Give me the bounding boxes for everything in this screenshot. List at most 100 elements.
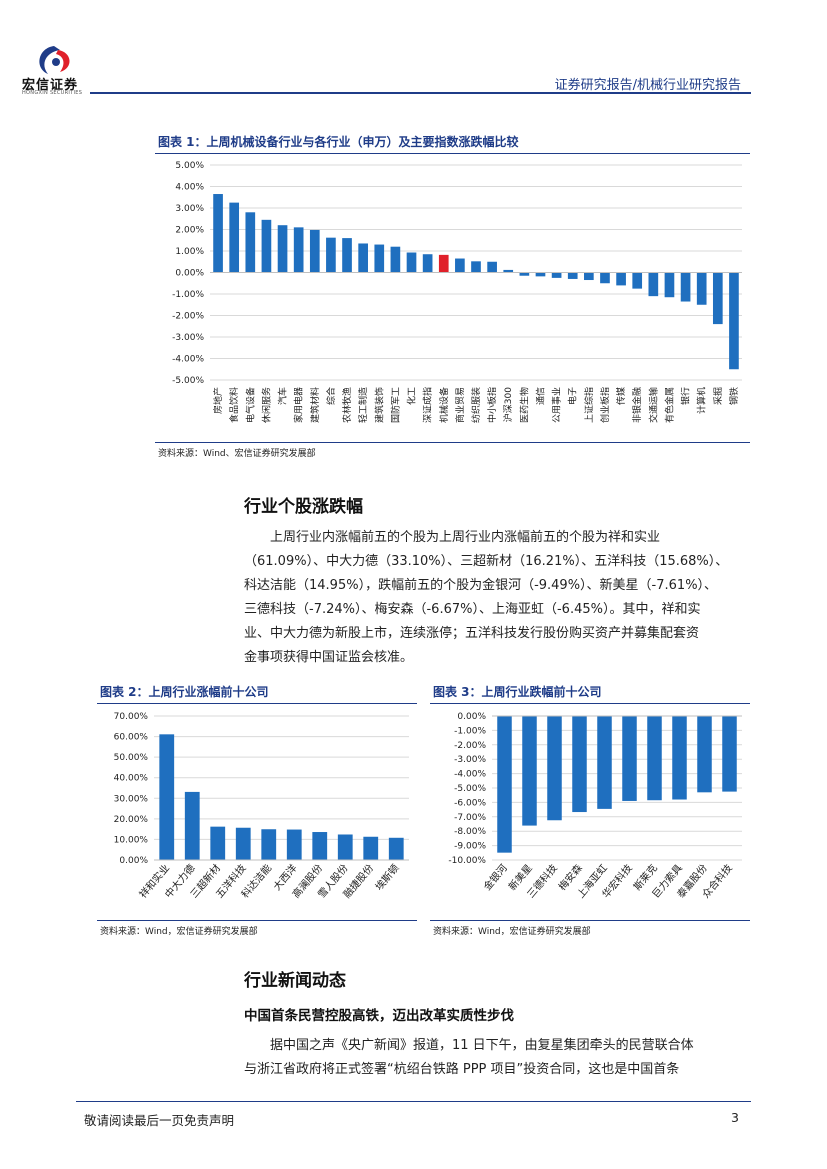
y-tick-label: -2.00% (454, 741, 486, 751)
x-category-label: 钢铁 (728, 387, 740, 405)
x-category-label: 纺织服装 (470, 387, 482, 423)
y-tick-label: 2.00% (175, 226, 204, 236)
x-category-label: 国防军工 (389, 387, 401, 423)
bar (455, 258, 465, 273)
bar (712, 272, 723, 325)
y-tick-label: 0.00% (457, 712, 486, 722)
y-tick-label: -3.00% (454, 755, 486, 765)
bar (363, 836, 379, 860)
page-number: 3 (731, 1110, 739, 1125)
company-logo (39, 46, 70, 74)
bar (337, 834, 353, 860)
figure3-title: 图表 3：上周行业跌幅前十公司 (433, 685, 602, 699)
bar (358, 243, 368, 273)
bar (697, 716, 712, 793)
y-tick-label: -9.00% (454, 842, 486, 852)
x-category-label: 深证成指 (422, 387, 434, 423)
bar (519, 272, 530, 276)
x-category-label: 埃斯顿 (372, 862, 401, 893)
bar (729, 272, 739, 370)
bar (600, 272, 610, 284)
x-category-label: 食品饮料 (228, 387, 240, 423)
x-category-label: 有色金属 (663, 387, 675, 423)
x-category-label: 电子 (567, 387, 579, 405)
paragraph-line: 业、中大力德为新股上市，连续涨停；五洋科技发行股份购买资产并募集配套资 (244, 626, 700, 641)
x-category-label: 房地产 (212, 387, 224, 414)
bar (210, 826, 226, 860)
bar (261, 829, 277, 860)
bar (388, 837, 404, 860)
footer-disclaimer: 敬请阅读最后一页免责声明 (84, 1113, 235, 1128)
figure1-chart: 5.00% 4.00% 3.00% 2.00% 1.00% 0.00% -1.00% -2.0… (172, 161, 742, 423)
bar (159, 734, 175, 860)
x-category-label: 沪深300 (502, 387, 514, 422)
y-tick-label: 5.00% (175, 161, 204, 171)
x-category-label: 公用事业 (551, 387, 563, 423)
x-category-label: 汽车 (277, 387, 289, 405)
x-category-label: 传媒 (615, 387, 627, 405)
bar (522, 716, 537, 826)
bar (597, 716, 612, 809)
x-category-label: 医药生物 (518, 387, 530, 423)
y-tick-label: 10.00% (114, 835, 149, 845)
bar (406, 252, 417, 273)
figure3-title-rule (430, 703, 750, 704)
bar (245, 212, 256, 273)
paragraph-line: 金事项获得中国证监会核准。 (244, 650, 414, 665)
figure3-source: 资料来源：Wind，宏信证券研究发展部 (433, 927, 591, 937)
bar (622, 716, 637, 801)
figure2-title: 图表 2：上周行业涨幅前十公司 (100, 685, 269, 699)
x-category-label: 综合 (325, 387, 337, 405)
bar (326, 237, 336, 273)
paragraph-line: 与浙江省政府将正式签署“杭绍台铁路 PPP 项目”投资合同，这也是中国首条 (244, 1062, 680, 1077)
x-category-label: 通信 (534, 387, 546, 405)
bar (286, 829, 302, 860)
y-tick-label: 50.00% (114, 753, 149, 763)
figure1-source: 资料来源：Wind、宏信证券研究发展部 (158, 449, 316, 459)
y-tick-label: 30.00% (114, 794, 149, 804)
x-category-label: 建筑装饰 (373, 387, 385, 423)
figure3-chart: 0.00% -1.00% -2.00% -3.00% -4.00% -5.00% -6.00… (448, 712, 742, 901)
bar (312, 832, 328, 860)
paragraph-line: 三德科技（-7.24%）、梅安森（-6.67%）、上海亚虹（-6.45%）。其中… (244, 602, 701, 617)
y-tick-label: -8.00% (454, 827, 486, 837)
x-category-label: 电气设备 (244, 387, 256, 423)
header-rule (90, 92, 751, 94)
section-paragraph-news: 据中国之声《央广新闻》报道，11 日下午，由复星集团牵头的民营联合体 与浙江省政… (244, 1034, 754, 1082)
bar (672, 716, 687, 800)
figure3-source-rule (430, 920, 750, 921)
bar (342, 238, 352, 273)
x-category-label: 创业板指 (599, 387, 611, 423)
x-category-label: 轻工制造 (357, 387, 369, 423)
section-heading-news: 行业新闻动态 (244, 971, 346, 991)
figure1-title-rule (155, 153, 750, 154)
bar (293, 227, 304, 273)
x-category-label: 机械设备 (438, 387, 450, 423)
y-tick-label: -5.00% (172, 376, 204, 386)
y-tick-label: 3.00% (175, 204, 204, 214)
x-category-label: 计算机 (696, 387, 708, 414)
x-category-label: 休闲服务 (260, 387, 272, 423)
y-tick-label: -2.00% (172, 312, 204, 322)
y-tick-label: -5.00% (454, 784, 486, 794)
y-tick-label: -1.00% (172, 290, 204, 300)
bar (647, 716, 662, 801)
bar (422, 254, 433, 273)
bar (584, 272, 594, 281)
x-category-label: 中小板指 (486, 387, 498, 423)
bar (471, 261, 481, 273)
x-category-label: 非银金融 (631, 387, 643, 423)
paragraph-line: （61.09%）、中大力德（33.10%）、三超新材（16.21%）、五洋科技（… (244, 554, 729, 569)
logo-subtext: HONGXIN SECURITIES (22, 90, 83, 96)
bar (184, 791, 200, 860)
bar (535, 272, 546, 277)
bar (572, 716, 587, 813)
bar (277, 225, 288, 273)
bar (374, 244, 385, 273)
x-category-label: 建筑材料 (309, 387, 321, 423)
y-tick-label: -1.00% (454, 726, 486, 736)
bar (503, 269, 514, 273)
figure2-title-rule (97, 703, 417, 704)
figure1-title: 图表 1：上周机械设备行业与各行业（申万）及主要指数涨跌幅比较 (158, 135, 519, 149)
bar (213, 194, 223, 273)
